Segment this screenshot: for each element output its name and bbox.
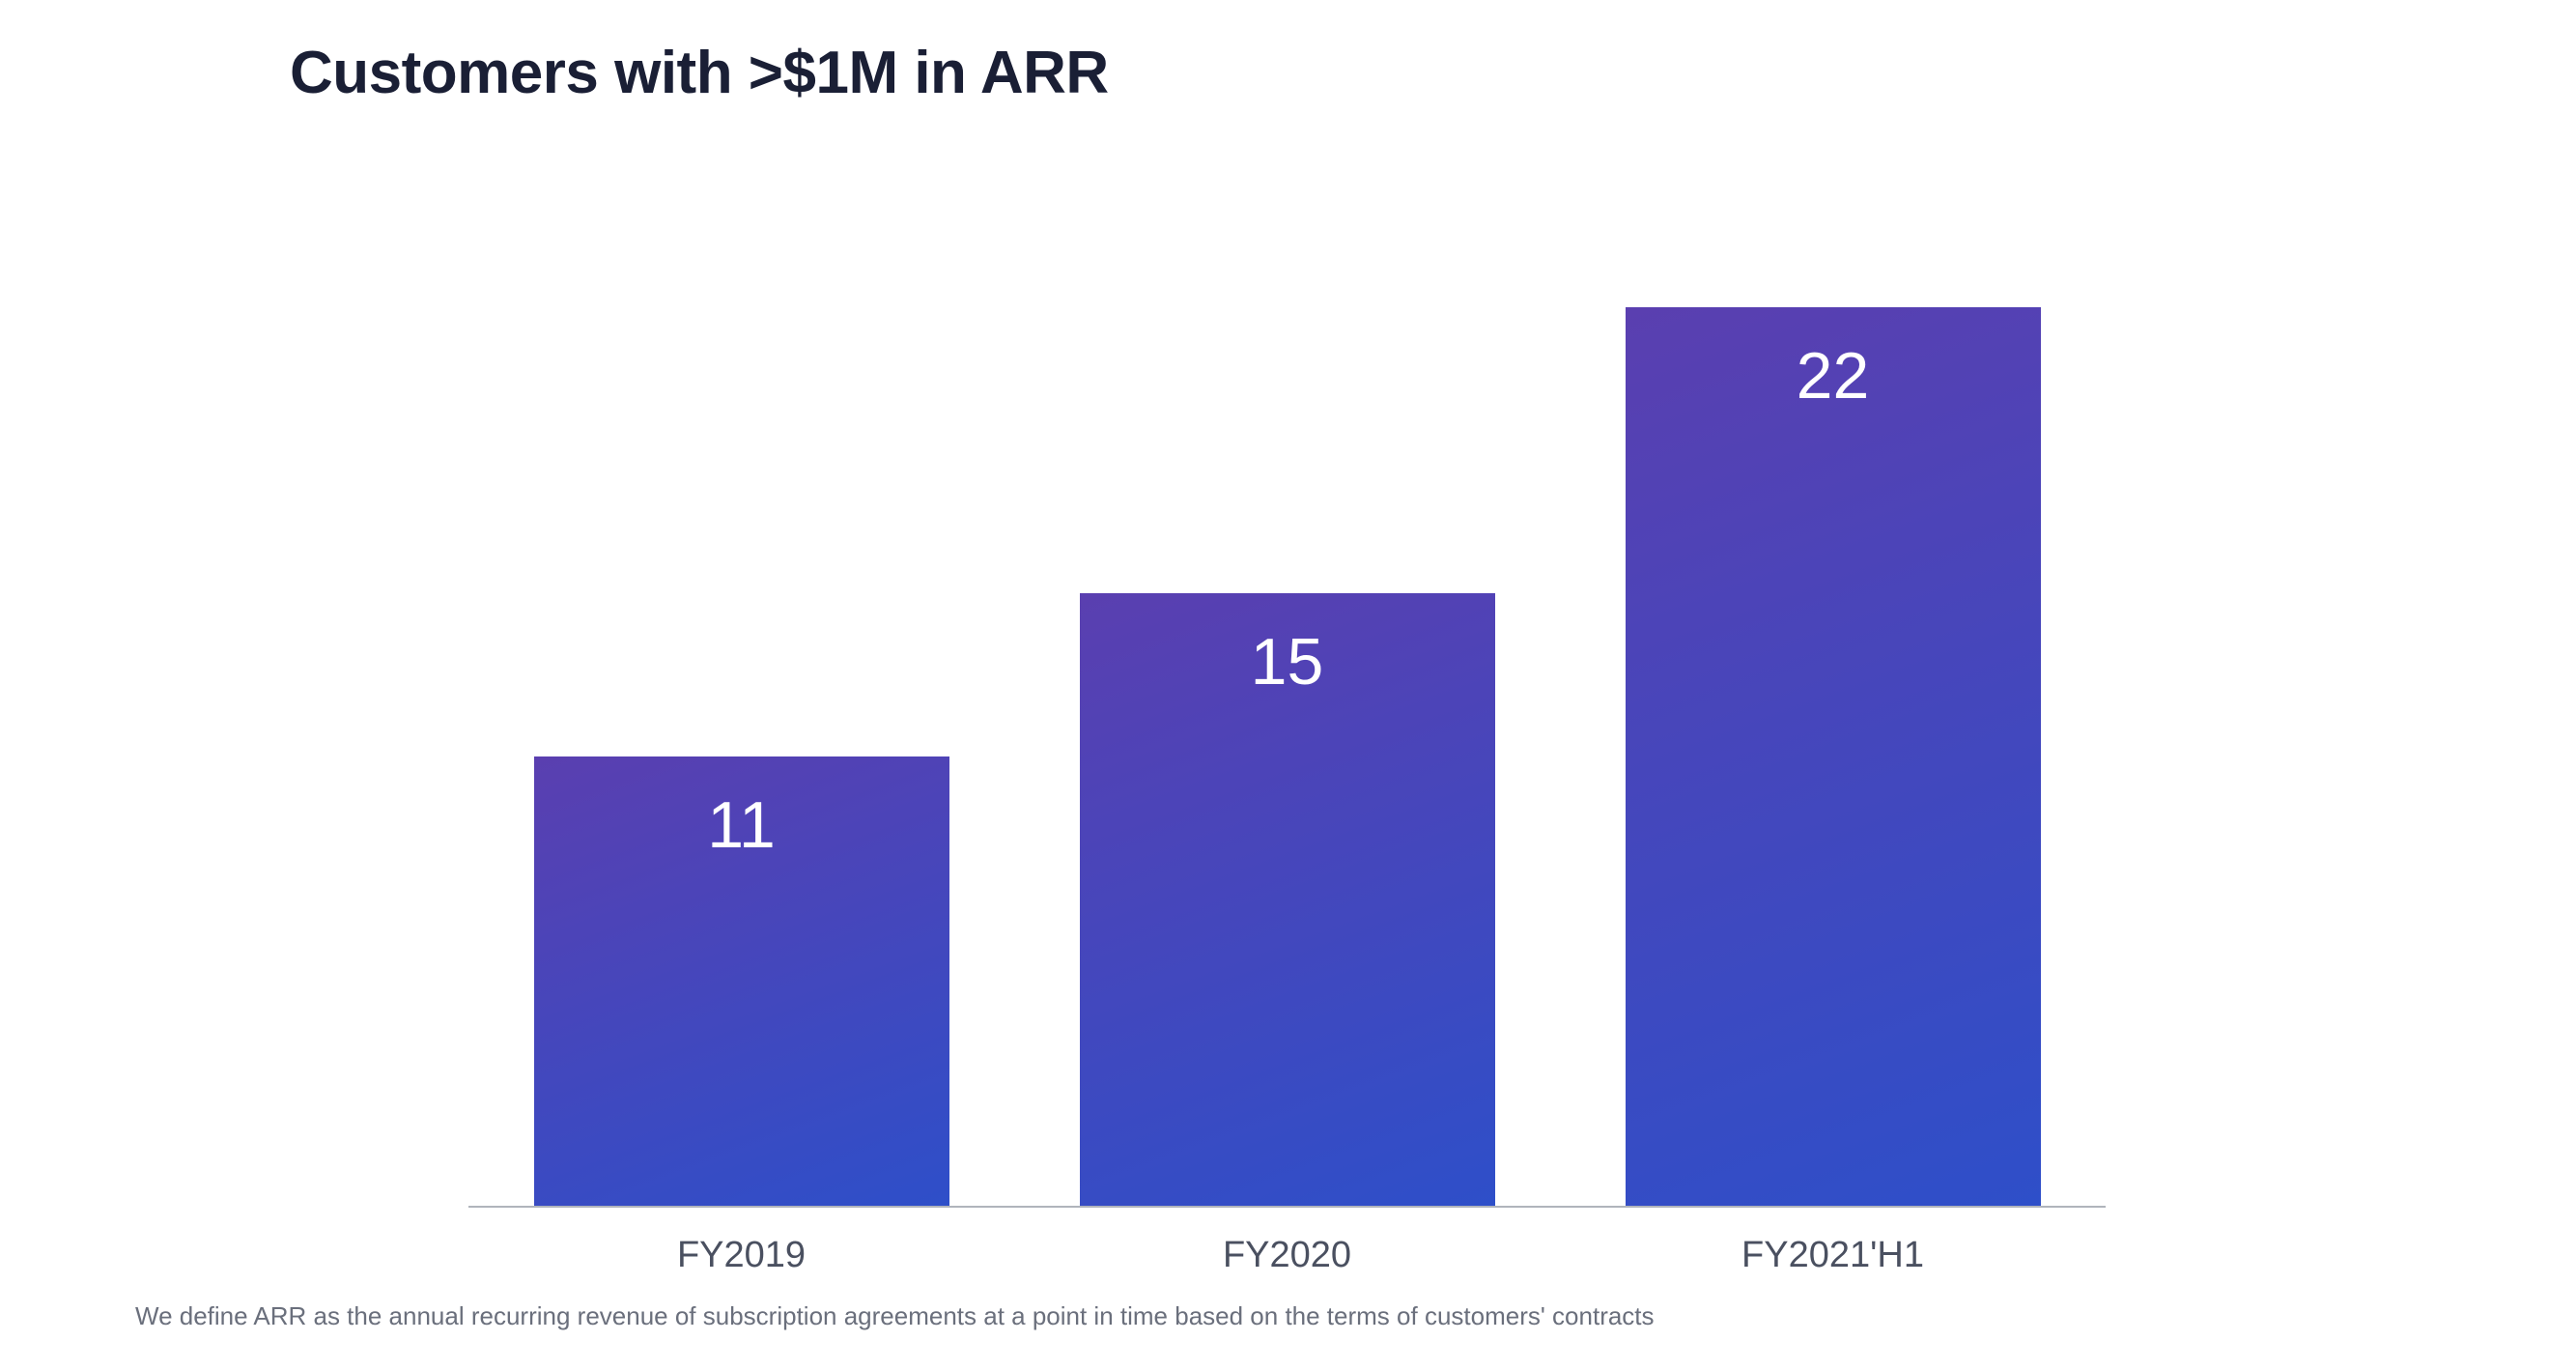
- chart-title: Customers with >$1M in ARR: [290, 39, 1109, 107]
- x-labels-row: FY2019 FY2020 FY2021'H1: [468, 1235, 2106, 1276]
- x-label-2: FY2021'H1: [1560, 1235, 2106, 1276]
- bar-value-0: 11: [707, 787, 776, 863]
- bar-1: 15: [1080, 593, 1495, 1206]
- bar-col-2: 22: [1560, 307, 2106, 1206]
- bar-0: 11: [534, 756, 949, 1206]
- bars-row: 11 15 22: [468, 309, 2106, 1206]
- footnote: We define ARR as the annual recurring re…: [135, 1301, 1655, 1331]
- chart-area: 11 15 22 FY2019 FY2020 FY2021'H1: [468, 309, 2106, 1208]
- bar-value-1: 15: [1251, 624, 1324, 699]
- bar-2: 22: [1626, 307, 2041, 1206]
- bar-value-2: 22: [1797, 338, 1870, 414]
- x-label-1: FY2020: [1014, 1235, 1560, 1276]
- x-label-0: FY2019: [468, 1235, 1014, 1276]
- slide-container: Customers with >$1M in ARR 11 15 22 FY20…: [0, 0, 2576, 1370]
- bar-col-0: 11: [468, 756, 1014, 1206]
- bar-col-1: 15: [1014, 593, 1560, 1206]
